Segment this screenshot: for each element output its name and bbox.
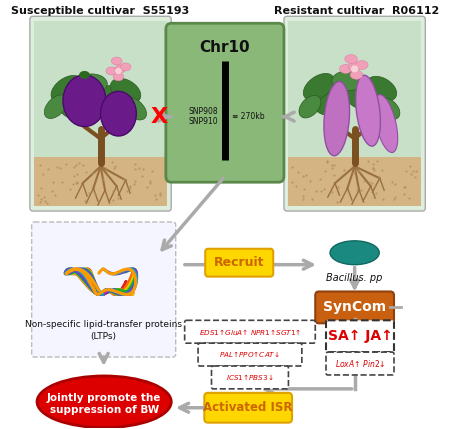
Ellipse shape: [356, 75, 380, 146]
Ellipse shape: [348, 63, 361, 72]
Text: Recruit: Recruit: [214, 256, 265, 269]
Text: SynCom: SynCom: [323, 300, 386, 314]
Ellipse shape: [374, 95, 398, 153]
Ellipse shape: [330, 241, 379, 265]
Ellipse shape: [92, 85, 127, 112]
FancyBboxPatch shape: [212, 366, 288, 389]
Text: suppression of BW: suppression of BW: [50, 405, 159, 415]
Text: SA↑ JA↑: SA↑ JA↑: [328, 329, 392, 343]
Ellipse shape: [346, 84, 381, 110]
Ellipse shape: [37, 376, 171, 428]
FancyBboxPatch shape: [32, 222, 176, 357]
Ellipse shape: [314, 86, 351, 115]
Ellipse shape: [79, 71, 90, 79]
Ellipse shape: [345, 54, 357, 63]
Ellipse shape: [113, 73, 124, 81]
FancyBboxPatch shape: [30, 16, 171, 211]
Bar: [34, 157, 167, 206]
FancyBboxPatch shape: [184, 320, 315, 343]
Ellipse shape: [76, 74, 107, 94]
Text: $\it{EDS1}$↑$\it{GluA}$↑ $\it{NPR1}$↑$\it{SGT1}$↑: $\it{EDS1}$↑$\it{GluA}$↑ $\it{NPR1}$↑$\i…: [199, 327, 301, 337]
Text: (LTPs): (LTPs): [91, 332, 117, 341]
Ellipse shape: [324, 82, 350, 156]
Text: Non-specific lipid-transfer proteins: Non-specific lipid-transfer proteins: [25, 320, 182, 329]
Text: Susceptible cultivar  S55193: Susceptible cultivar S55193: [11, 6, 190, 16]
Ellipse shape: [378, 98, 400, 120]
Ellipse shape: [115, 65, 126, 73]
Ellipse shape: [339, 64, 352, 73]
Ellipse shape: [106, 67, 117, 75]
Ellipse shape: [303, 73, 334, 100]
Text: X: X: [151, 107, 168, 127]
Text: $\it{ICS1}$↑$\it{PBS3}$↓: $\it{ICS1}$↑$\it{PBS3}$↓: [226, 373, 274, 382]
Bar: [288, 21, 421, 157]
Bar: [34, 21, 167, 157]
Ellipse shape: [51, 76, 82, 102]
Ellipse shape: [332, 71, 363, 91]
Text: $\it{LoxA}$↑ $\it{Pin2}$↓: $\it{LoxA}$↑ $\it{Pin2}$↓: [335, 358, 385, 369]
Ellipse shape: [60, 89, 97, 118]
Ellipse shape: [63, 75, 106, 127]
Ellipse shape: [111, 57, 122, 65]
Text: Jointly promote the: Jointly promote the: [47, 393, 162, 403]
Ellipse shape: [356, 60, 368, 69]
Text: ≡ 270kb: ≡ 270kb: [232, 112, 265, 121]
FancyBboxPatch shape: [326, 320, 394, 352]
Text: Resistant cultivar  R06112: Resistant cultivar R06112: [274, 6, 439, 16]
FancyBboxPatch shape: [315, 291, 394, 323]
FancyBboxPatch shape: [205, 249, 273, 277]
FancyBboxPatch shape: [204, 393, 292, 423]
Ellipse shape: [123, 97, 147, 120]
FancyBboxPatch shape: [198, 343, 302, 366]
Ellipse shape: [351, 65, 359, 73]
FancyBboxPatch shape: [284, 16, 425, 211]
Ellipse shape: [110, 79, 141, 103]
Ellipse shape: [299, 95, 321, 118]
Ellipse shape: [115, 67, 122, 74]
Bar: [288, 157, 421, 206]
Ellipse shape: [44, 95, 68, 118]
FancyBboxPatch shape: [326, 352, 394, 375]
Ellipse shape: [100, 91, 136, 136]
Text: Activated ISR: Activated ISR: [203, 401, 293, 414]
FancyBboxPatch shape: [166, 23, 284, 182]
Text: $\it{PAL}$↑$\it{PPO}$↑$\it{CAT}$↓: $\it{PAL}$↑$\it{PPO}$↑$\it{CAT}$↓: [220, 350, 280, 359]
Text: Bacillus. pp: Bacillus. pp: [326, 272, 383, 283]
Text: Chr10: Chr10: [200, 39, 250, 54]
Text: SNP908
SNP910: SNP908 SNP910: [188, 107, 218, 126]
Ellipse shape: [120, 63, 131, 71]
Ellipse shape: [366, 76, 396, 101]
Ellipse shape: [350, 70, 363, 79]
